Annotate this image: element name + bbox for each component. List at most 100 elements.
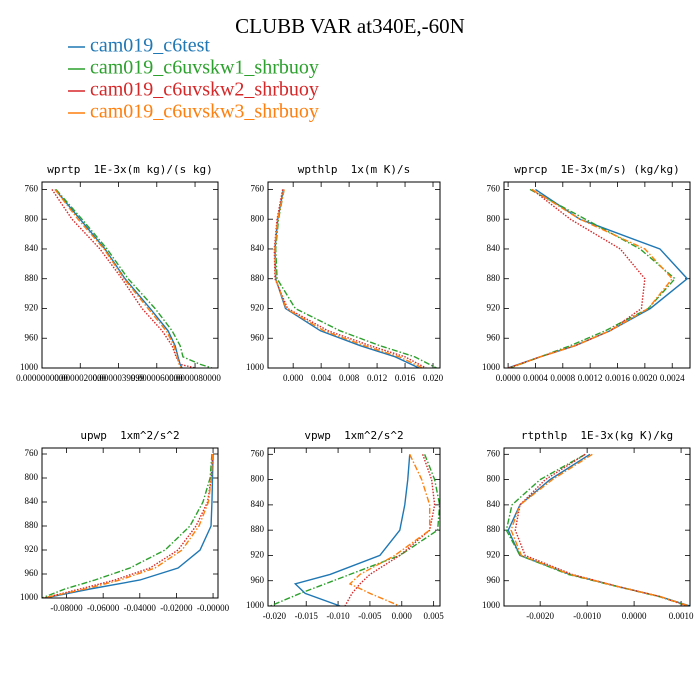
y-tick-label: 800 [487,213,501,223]
profile-line [507,188,689,368]
y-tick-label: 920 [25,303,39,313]
profile-line [274,189,420,368]
x-tick-label: 0.0010 [669,611,694,621]
y-tick-label: 960 [25,332,39,342]
legend-label: cam019_c6test [90,35,210,57]
x-tick-label: -0.020 [263,611,287,621]
y-tick-label: 920 [251,303,265,313]
y-tick-label: 960 [487,575,501,585]
plot-frame [503,181,691,369]
plot-frame [41,181,219,369]
profile-line [293,454,411,606]
x-tick-label: 0.005 [424,611,445,621]
profile-line [43,453,214,598]
y-tick-label: 800 [25,472,39,482]
x-tick-label: -0.0010 [573,611,601,621]
x-tick-label: 0.012 [367,373,387,383]
y-tick-label: 840 [25,243,39,253]
y-tick-label: 800 [487,474,501,484]
y-tick-label: 880 [251,273,265,283]
profile-line [510,453,690,606]
x-tick-label: -0.04000 [124,603,157,613]
profile-line [54,189,182,368]
figure-title: CLUBB VAR at340E,-60N [235,14,465,38]
profile-line [348,454,431,606]
y-tick-label: 800 [25,213,39,223]
profile-line [44,453,214,598]
y-tick-label: 880 [25,520,39,530]
x-tick-label: 0.0012 [578,373,603,383]
y-tick-label: 840 [487,243,501,253]
y-tick-label: 920 [25,544,39,554]
plot-frame [267,447,441,607]
x-tick-label: 0.0000060000 [131,373,183,383]
panel-title: wprcp 1E-3x(m/s) (kg/kg) [514,163,680,176]
y-tick-label: 960 [251,575,265,585]
x-tick-label: -0.015 [295,611,319,621]
y-tick-label: 760 [487,184,501,194]
x-tick-label: -0.08000 [50,603,83,613]
profile-line [507,453,690,606]
y-tick-label: 1000 [482,600,501,610]
y-tick-label: 920 [251,550,265,560]
y-tick-label: 920 [487,303,501,313]
x-tick-label: 0.000 [283,373,304,383]
y-tick-label: 960 [251,332,265,342]
x-tick-label: 0.016 [395,373,416,383]
profile-line [42,453,213,598]
y-tick-label: 960 [25,568,39,578]
x-tick-label: 0.0000000000 [16,373,68,383]
x-tick-label: 0.004 [311,373,332,383]
profile-line [55,188,213,368]
x-tick-label: -0.010 [326,611,350,621]
legend-label: cam019_c6uvskw1_shrbuoy [90,57,319,79]
y-tick-label: 800 [251,213,265,223]
x-tick-label: 0.0008 [550,373,575,383]
x-tick-label: 0.000 [392,611,413,621]
y-tick-label: 840 [487,499,501,509]
panel-title: vpwp 1xm^2/s^2 [304,429,403,442]
x-tick-label: 0.0000020000 [54,373,106,383]
x-tick-label: -0.06000 [87,603,120,613]
y-tick-label: 760 [251,448,265,458]
x-tick-label: -0.005 [358,611,382,621]
y-tick-label: 920 [487,550,501,560]
y-tick-label: 1000 [246,362,265,372]
y-tick-label: 880 [251,524,265,534]
y-tick-label: 1000 [20,592,39,602]
y-tick-label: 760 [25,448,39,458]
profile-line [505,453,689,606]
x-tick-label: 0.0000039999 [93,373,145,383]
y-tick-label: 1000 [246,600,265,610]
y-tick-label: 880 [487,273,501,283]
panel-title: wprtp 1E-3x(m kg)/(s kg) [47,163,213,176]
y-tick-label: 1000 [482,362,501,372]
x-tick-label: 0.0016 [605,373,630,383]
x-tick-label: 0.0000 [496,373,521,383]
profile-line [509,188,676,368]
x-tick-label: -0.0020 [526,611,554,621]
x-tick-label: 0.0020 [632,373,657,383]
x-tick-label: -0.00000 [197,603,230,613]
y-tick-label: 840 [25,496,39,506]
y-tick-label: 960 [487,332,501,342]
panel-title: upwp 1xm^2/s^2 [80,429,179,442]
plot-frame [503,447,691,607]
plot-frame [41,447,219,599]
profile-line [274,189,423,368]
y-tick-label: 760 [25,184,39,194]
plot-frame [267,181,441,369]
x-tick-label: 0.0024 [660,373,685,383]
x-tick-label: -0.02000 [160,603,193,613]
x-tick-label: 0.0000 [622,611,647,621]
y-tick-label: 840 [251,499,265,509]
legend-label: cam019_c6uvskw3_shrbuoy [90,101,319,123]
y-tick-label: 880 [25,273,39,283]
panel-title: wpthlp 1x(m K)/s [298,163,411,176]
profile-line [43,453,214,598]
profile-line [54,188,183,368]
profile-line [514,453,687,606]
x-tick-label: 0.0000080000 [169,373,221,383]
x-tick-label: 0.0004 [523,373,548,383]
